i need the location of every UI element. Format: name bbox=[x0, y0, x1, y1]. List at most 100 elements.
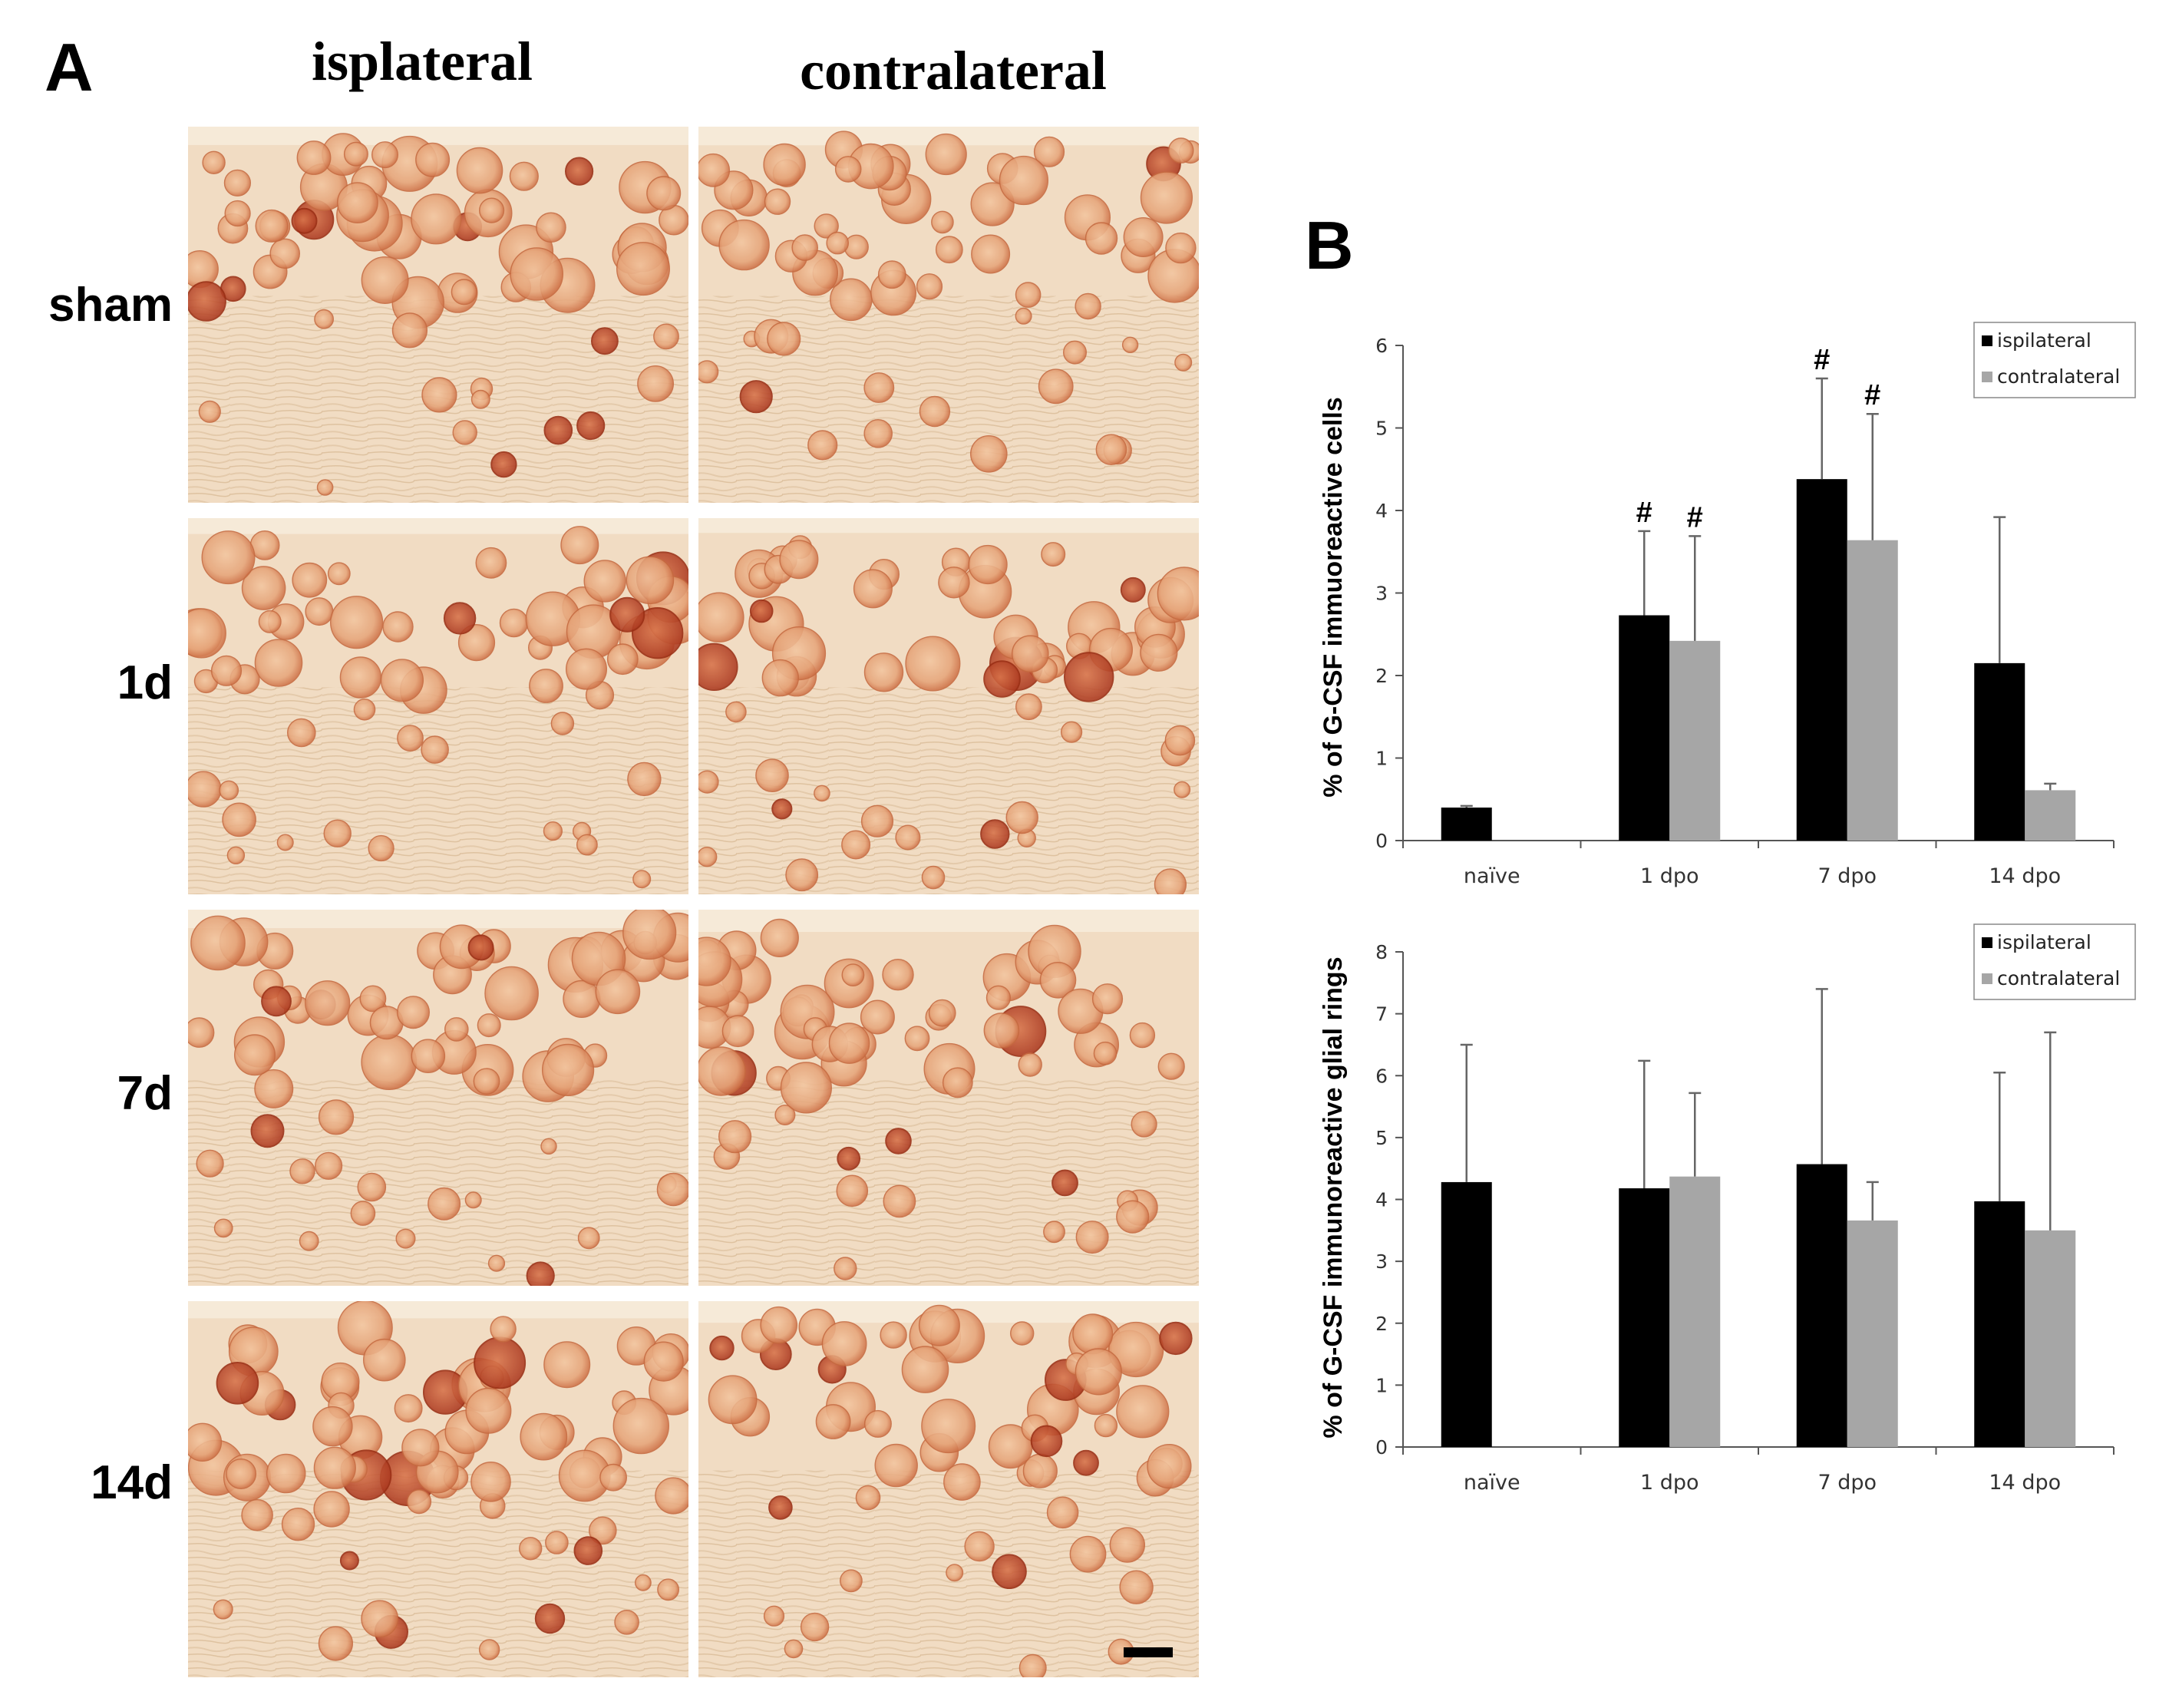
y-tick-label: 6 bbox=[1375, 335, 1388, 357]
neuron-cell bbox=[457, 623, 496, 662]
neuron-cell bbox=[964, 1531, 995, 1562]
bar-ispilateral-14 dpo bbox=[1974, 1201, 2025, 1447]
chart2-legend-swatch-contralateral bbox=[1982, 973, 1992, 984]
neuron-cell bbox=[931, 210, 954, 234]
neuron-cell bbox=[800, 1612, 830, 1642]
x-tick-label: 7 dpo bbox=[1817, 1471, 1877, 1495]
bar-ispilateral-1 dpo bbox=[1619, 615, 1670, 841]
chart2-legend: ispilateral contralateral bbox=[1973, 923, 2136, 1000]
column-title-ipsilateral: isplateral bbox=[312, 31, 533, 92]
neuron-cell bbox=[1012, 635, 1049, 673]
neuron-cell bbox=[202, 150, 226, 175]
neuron-cell bbox=[406, 1488, 432, 1515]
x-tick-label: 14 dpo bbox=[1989, 1471, 2061, 1495]
neuron-cell bbox=[470, 389, 490, 409]
stained-neuron bbox=[250, 1114, 285, 1148]
stained-neuron bbox=[216, 1362, 259, 1405]
neuron-cell bbox=[863, 652, 904, 692]
neuron-cell bbox=[626, 556, 675, 605]
stained-neuron bbox=[573, 1536, 603, 1565]
neuron-cell bbox=[1165, 232, 1197, 264]
neuron-cell bbox=[983, 1013, 1020, 1049]
neuron-cell bbox=[1046, 1496, 1079, 1529]
neuron-cell bbox=[452, 420, 477, 445]
neuron-cell bbox=[646, 176, 682, 211]
micrograph-sham-contralateral bbox=[698, 127, 1199, 503]
neuron-cell bbox=[541, 1043, 595, 1097]
neuron-cell bbox=[1116, 1385, 1170, 1439]
neuron-cell bbox=[550, 712, 575, 735]
neuron-cell bbox=[576, 834, 598, 856]
stained-neuron bbox=[709, 1335, 735, 1361]
stained-neuron bbox=[443, 602, 477, 635]
stained-neuron bbox=[188, 281, 226, 322]
chart1-legend-label-ispilateral: ispilateral bbox=[1997, 329, 2091, 352]
neuron-cell bbox=[657, 1578, 679, 1601]
neuron-cell bbox=[188, 1017, 215, 1048]
neuron-cell bbox=[1131, 1111, 1157, 1138]
neuron-cell bbox=[863, 372, 895, 403]
stained-neuron bbox=[526, 1261, 555, 1286]
neuron-cell bbox=[1043, 1221, 1065, 1244]
neuron-cell bbox=[928, 999, 956, 1027]
neuron-cell bbox=[985, 985, 1011, 1010]
neuron-cell bbox=[519, 1537, 543, 1561]
neuron-cell bbox=[916, 273, 943, 300]
neuron-cell bbox=[698, 592, 744, 643]
neuron-cell bbox=[919, 395, 951, 428]
neuron-cell bbox=[545, 1531, 569, 1554]
stained-neuron bbox=[1159, 1321, 1193, 1356]
neuron-cell bbox=[1154, 868, 1187, 894]
neuron-cell bbox=[1015, 693, 1042, 721]
neuron-cell bbox=[226, 1458, 257, 1489]
neuron-cell bbox=[353, 699, 376, 721]
chart2-legend-swatch-ispilateral bbox=[1982, 937, 1992, 948]
neuron-cell bbox=[583, 560, 626, 603]
neuron-cell bbox=[478, 197, 505, 223]
neuron-cell bbox=[863, 419, 893, 448]
neuron-cell bbox=[1108, 1321, 1164, 1378]
neuron-cell bbox=[763, 1605, 785, 1627]
neuron-cell bbox=[698, 360, 719, 384]
significance-marker: # bbox=[1636, 497, 1652, 529]
neuron-cell bbox=[853, 569, 893, 609]
neuron-cell bbox=[943, 1463, 981, 1501]
neuron-cell bbox=[821, 1321, 867, 1366]
y-tick-label: 5 bbox=[1375, 418, 1388, 440]
neuron-cell bbox=[241, 1498, 273, 1531]
neuron-cell bbox=[836, 1174, 869, 1207]
nerve-fibers bbox=[188, 1079, 688, 1286]
bar-chart-glial-rings: % of G-CSF immunoreactive glial rings 0 1… bbox=[1319, 923, 2136, 1495]
neuron-cell bbox=[784, 1639, 804, 1659]
stained-neuron bbox=[467, 934, 494, 961]
stained-neuron bbox=[490, 451, 517, 478]
neuron-cell bbox=[622, 910, 677, 960]
y-tick-label: 5 bbox=[1375, 1127, 1388, 1149]
neuron-cell bbox=[188, 250, 219, 289]
neuron-cell bbox=[698, 770, 719, 794]
chart2-legend-label-ispilateral: ispilateral bbox=[1997, 931, 2091, 953]
chart2-categories: naïve 1 dpo 7 dpo 14 dpo bbox=[1464, 1471, 2061, 1495]
bar-contralateral-14 dpo bbox=[2025, 790, 2076, 841]
neuron-cell bbox=[828, 1022, 870, 1064]
neuron-cell bbox=[509, 161, 539, 191]
scale-bar bbox=[1124, 1647, 1173, 1657]
neuron-cell bbox=[190, 915, 246, 971]
tissue-edge bbox=[188, 910, 688, 929]
bar-ispilateral-14 dpo bbox=[1974, 662, 2025, 841]
neuron-cell bbox=[785, 858, 819, 892]
neuron-cell bbox=[223, 169, 251, 197]
bar-contralateral-1 dpo bbox=[1669, 640, 1721, 841]
stained-neuron bbox=[768, 1495, 793, 1520]
neuron-cell bbox=[269, 238, 301, 269]
neuron-cell bbox=[1038, 368, 1074, 405]
y-tick-label: 1 bbox=[1375, 1374, 1388, 1396]
neuron-cell bbox=[536, 212, 566, 243]
chart1-legend: ispilateral contralateral bbox=[1973, 322, 2136, 398]
x-tick-label: 1 dpo bbox=[1640, 864, 1699, 888]
neuron-cell bbox=[1072, 1313, 1114, 1355]
chart2-bars bbox=[1441, 988, 2076, 1447]
chart1-legend-box bbox=[1973, 322, 2136, 398]
neuron-cell bbox=[478, 1639, 500, 1660]
neuron-cell bbox=[815, 1404, 851, 1439]
